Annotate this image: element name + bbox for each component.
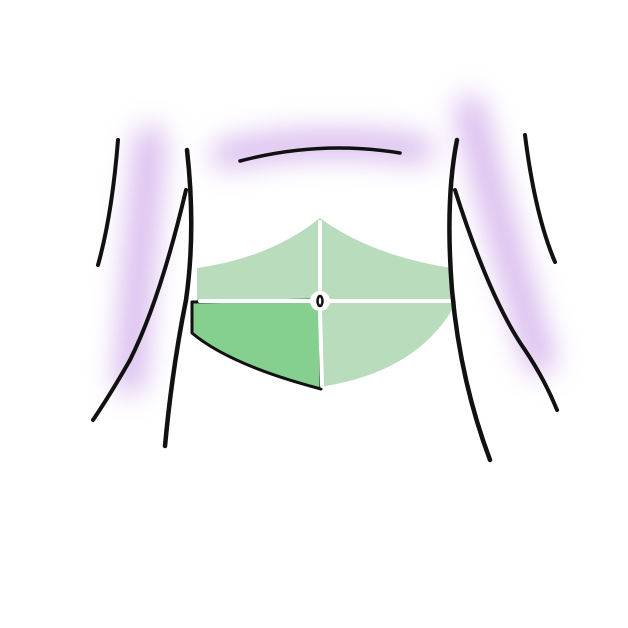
torso-glow (116, 96, 554, 394)
quadrant-dividers (198, 220, 452, 388)
torso-outline (91, 133, 559, 463)
lower-left-quadrant-highlight (190, 298, 323, 391)
navel-marker (310, 291, 330, 311)
